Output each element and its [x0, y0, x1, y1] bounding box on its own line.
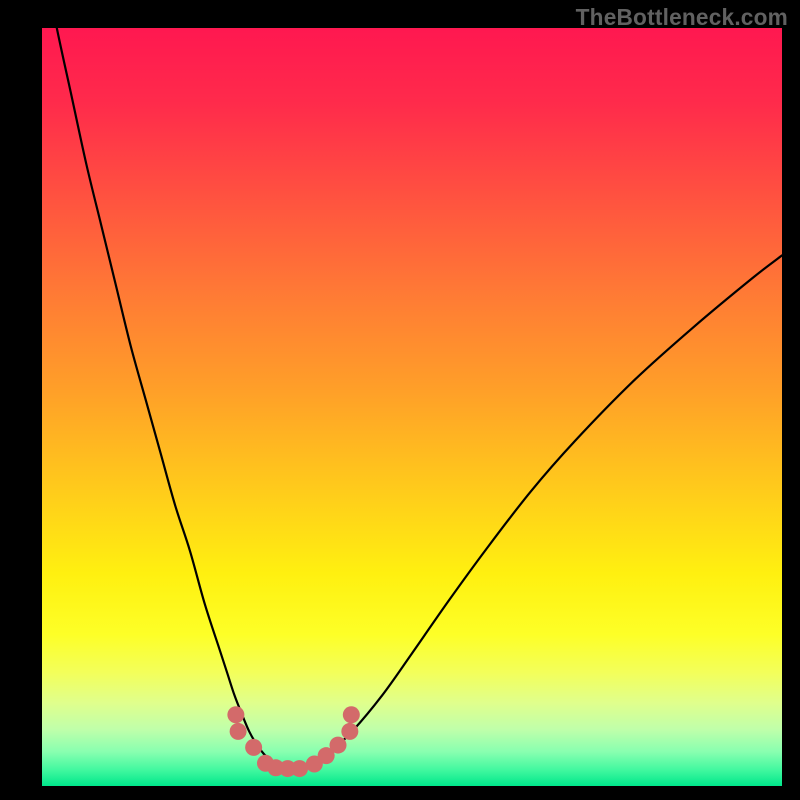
curve-marker [343, 706, 360, 723]
chart-plot-area [42, 28, 782, 786]
chart-outer-frame: TheBottleneck.com [0, 0, 800, 800]
curve-marker [291, 760, 308, 777]
curve-marker [245, 739, 262, 756]
curve-marker [230, 723, 247, 740]
curve-marker [341, 723, 358, 740]
watermark-text: TheBottleneck.com [576, 4, 788, 31]
chart-svg [42, 28, 782, 786]
chart-background [42, 28, 782, 786]
curve-marker [227, 706, 244, 723]
curve-marker [330, 737, 347, 754]
